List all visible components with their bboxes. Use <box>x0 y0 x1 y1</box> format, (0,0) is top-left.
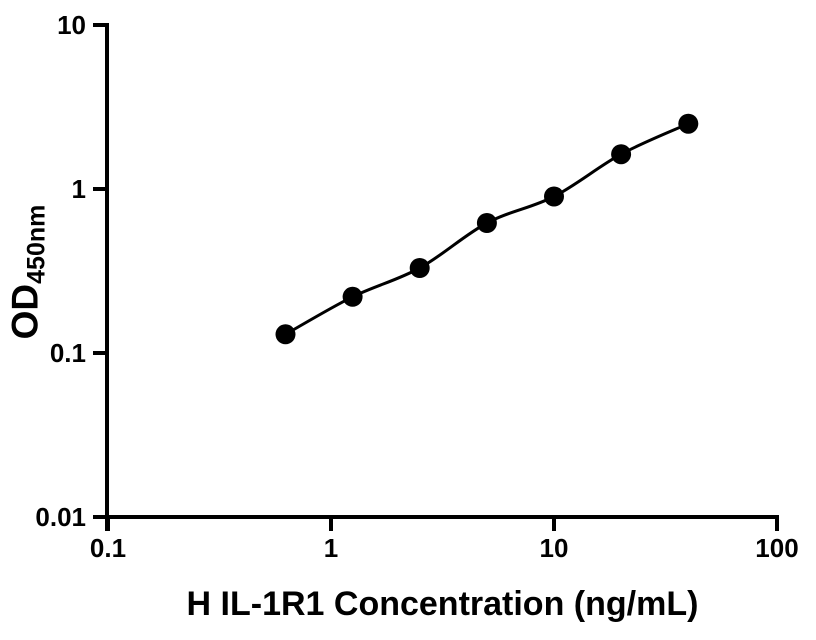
y-axis-tick-label: 1 <box>72 174 86 204</box>
data-point-marker <box>611 144 632 165</box>
y-axis-title: OD450nm <box>4 204 51 340</box>
data-point-marker <box>275 324 296 345</box>
x-axis-title: H IL-1R1 Concentration (ng/mL) <box>186 585 699 623</box>
y-axis-tick-label: 0.1 <box>50 338 86 368</box>
data-point-marker <box>342 286 363 307</box>
x-axis-tick-label: 10 <box>540 533 569 563</box>
data-point-marker <box>544 186 564 207</box>
data-point-marker <box>476 213 497 233</box>
y-axis-tick-label: 0.01 <box>35 502 86 532</box>
data-point-marker <box>409 258 430 278</box>
y-axis-title-main: OD <box>4 283 46 340</box>
y-axis-title-subscript: 450nm <box>22 204 51 284</box>
x-axis-tick-label: 1 <box>324 533 338 563</box>
data-point-marker <box>678 113 699 134</box>
x-axis-tick-label: 100 <box>755 533 798 563</box>
y-axis-tick-label: 10 <box>57 10 86 40</box>
x-axis-tick-label: 0.1 <box>90 533 126 563</box>
